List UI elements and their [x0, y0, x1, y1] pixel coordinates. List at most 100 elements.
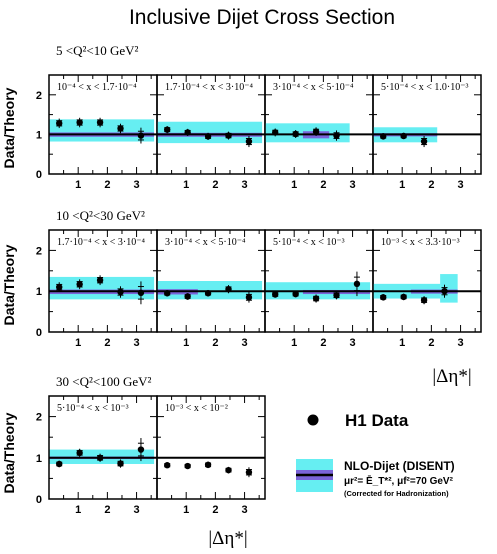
data-point [272, 129, 279, 136]
data-point [117, 460, 124, 467]
panel: 1 2 3 3·10⁻⁴ < x < 5·10⁻⁴ [156, 229, 266, 349]
panel: 1 2 3 5·10⁻⁴ < x < 10⁻³ [264, 229, 374, 349]
data-point [400, 132, 407, 140]
data-point [272, 291, 279, 298]
legend-data-label: H1 Data [345, 411, 409, 430]
y-axis-label-row-3: Data/Theory [1, 412, 17, 493]
data-point [204, 290, 212, 297]
x-range-label: 5·10⁻⁴ < x < 1.0·10⁻³ [381, 82, 468, 93]
data-point [420, 296, 428, 304]
panel: 1 2 3 3·10⁻⁴ < x < 5·10⁻⁴ [264, 74, 374, 191]
x-tick-label: 2 [212, 504, 218, 516]
y-tick-label: 0 [36, 327, 42, 339]
y-axis-label-row-1: Data/Theory [1, 87, 17, 168]
data-point [76, 281, 83, 288]
theory-uncertainty-band [440, 274, 458, 303]
data-point [184, 293, 191, 300]
x-tick-label: 3 [134, 504, 140, 516]
data-point [76, 119, 83, 126]
legend-theory-label: NLO-Dijet (DISENT) [344, 459, 455, 473]
panel: 1 2 3 5·10⁻⁴ < x < 1.0·10⁻³ [372, 74, 482, 191]
q2-range-label: 30 <Q²<100 GeV² [56, 374, 151, 389]
x-tick-label: 2 [104, 504, 110, 516]
x-range-label: 1.7·10⁻⁴ < x < 3·10⁻⁴ [57, 237, 145, 248]
data-point [245, 294, 253, 301]
data-point [184, 462, 191, 470]
data-point [56, 120, 63, 127]
data-point [96, 119, 104, 126]
legend-scale-label: μr²= Ē_T*², μf²=70 GeV² [344, 475, 454, 487]
x-range-label: 1.7·10⁻⁴ < x < 3·10⁻⁴ [165, 82, 253, 93]
data-point [353, 280, 361, 288]
data-point [137, 289, 145, 297]
x-tick-label: 3 [350, 179, 356, 191]
x-tick-label: 1 [75, 504, 81, 516]
y-tick-label: 2 [36, 412, 42, 424]
data-point [184, 129, 191, 136]
x-tick-label: 1 [399, 337, 405, 349]
y-tick-label: 2 [36, 245, 42, 257]
legend: H1 Data NLO-Dijet (DISENT) μr²= Ē_T*², μ… [296, 411, 455, 498]
data-point [292, 130, 299, 138]
x-range-label: 5·10⁻⁴ < x < 10⁻³ [57, 403, 129, 414]
data-point [420, 138, 428, 145]
panel: 1 2 3 5·10⁻⁴ < x < 10⁻³ [48, 395, 158, 516]
data-point [96, 276, 104, 284]
data-point [312, 128, 320, 135]
data-point [225, 466, 232, 474]
legend-data-marker [307, 414, 319, 426]
x-tick-label: 3 [134, 337, 140, 349]
panel: 1 2 3 10⁻⁴ < x < 1.7·10⁻⁴ [48, 74, 158, 191]
x-range-label: 3·10⁻⁴ < x < 5·10⁻⁴ [165, 237, 246, 248]
data-point [380, 133, 387, 140]
y-tick-label: 1 [36, 129, 42, 141]
y-tick-label: 1 [36, 286, 42, 298]
panel-frame [156, 395, 266, 500]
data-point [164, 290, 171, 297]
x-tick-label: 1 [75, 179, 81, 191]
x-tick-label: 1 [291, 179, 297, 191]
data-point [225, 132, 232, 139]
data-point [76, 449, 83, 457]
x-tick-label: 2 [104, 337, 110, 349]
x-tick-label: 3 [350, 337, 356, 349]
x-tick-label: 3 [242, 504, 248, 516]
data-point [333, 132, 340, 139]
y-tick-label: 2 [36, 90, 42, 102]
data-point [117, 288, 124, 296]
data-point [164, 126, 171, 133]
data-point [333, 292, 340, 299]
data-point [245, 469, 253, 476]
data-point [204, 461, 212, 469]
x-range-label: 10⁻³ < x < 10⁻² [165, 403, 228, 414]
data-point [164, 462, 171, 469]
x-range-label: 10⁻³ < x < 3.3·10⁻³ [381, 237, 460, 248]
x-tick-label: 2 [320, 179, 326, 191]
chart-title: Inclusive Dijet Cross Section [129, 6, 395, 29]
data-point [441, 288, 448, 295]
x-tick-label: 3 [242, 337, 248, 349]
x-tick-label: 2 [428, 179, 434, 191]
x-tick-label: 3 [134, 179, 140, 191]
data-point [56, 460, 63, 468]
legend-note: (Corrected for Hadronization) [344, 489, 449, 498]
data-point [56, 283, 63, 291]
data-point [96, 454, 104, 461]
data-point [400, 293, 407, 301]
x-tick-label: 1 [183, 179, 189, 191]
data-point [225, 285, 232, 293]
y-tick-label: 1 [36, 453, 42, 465]
q2-range-label: 10 <Q²<30 GeV² [56, 208, 145, 223]
y-tick-label: 0 [36, 169, 42, 181]
x-tick-label: 1 [75, 337, 81, 349]
x-tick-label: 3 [458, 337, 464, 349]
x-tick-label: 2 [428, 337, 434, 349]
data-point [137, 446, 145, 453]
data-point [292, 290, 299, 298]
panel: 1 2 3 10⁻³ < x < 3.3·10⁻³ [372, 229, 482, 349]
x-tick-label: 2 [104, 179, 110, 191]
x-tick-label: 1 [291, 337, 297, 349]
y-axis-label-row-2: Data/Theory [1, 244, 17, 325]
x-range-label: 3·10⁻⁴ < x < 5·10⁻⁴ [273, 82, 354, 93]
